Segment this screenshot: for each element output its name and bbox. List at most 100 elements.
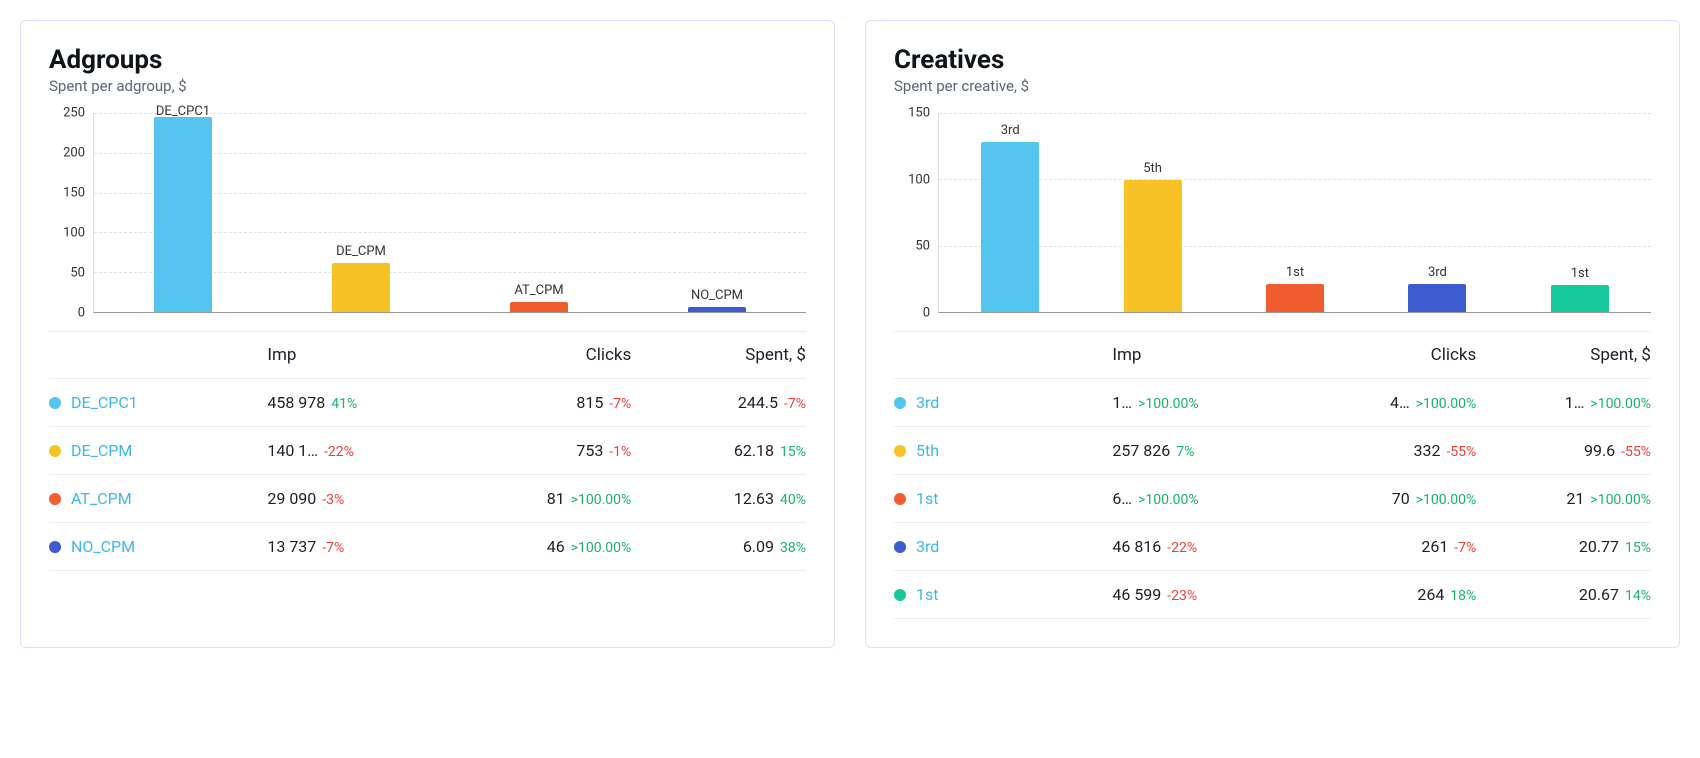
delta-value: >100.00% (1138, 492, 1199, 508)
chart-bar[interactable]: DE_CPM (272, 113, 450, 312)
spent-cell: 12.63 40% (631, 489, 806, 508)
clicks-value: 815 (576, 393, 603, 412)
row-name[interactable]: 5th (916, 441, 939, 460)
table-row[interactable]: 3rd46 816 -22%261 -7%20.77 15% (894, 523, 1651, 571)
clicks-cell: 81 >100.00% (457, 489, 632, 508)
spent-value: 1… (1565, 393, 1585, 412)
color-dot-icon (49, 541, 61, 553)
clicks-cell: 261 -7% (1302, 537, 1477, 556)
bar-rect (688, 307, 746, 312)
row-name[interactable]: NO_CPM (71, 537, 135, 556)
bar-rect (510, 302, 568, 312)
imp-value: 257 826 (1112, 441, 1170, 460)
delta-value: 7% (1176, 444, 1194, 460)
imp-value: 140 1… (267, 441, 318, 460)
delta-value: >100.00% (1416, 396, 1477, 412)
imp-cell: 458 978 41% (267, 393, 456, 412)
bar-rect (1551, 285, 1609, 312)
spent-cell: 20.67 14% (1476, 585, 1651, 604)
chart-bar[interactable]: AT_CPM (450, 113, 628, 312)
row-name[interactable]: 1st (916, 489, 938, 508)
delta-value: >100.00% (1138, 396, 1199, 412)
color-dot-icon (49, 493, 61, 505)
delta-value: 14% (1625, 588, 1651, 604)
y-axis-label: 150 (63, 186, 85, 201)
bar-rect (1266, 284, 1324, 312)
imp-cell: 29 090 -3% (267, 489, 456, 508)
row-name-cell: 3rd (894, 537, 1112, 556)
imp-cell: 46 599 -23% (1112, 585, 1301, 604)
row-name-cell: NO_CPM (49, 537, 267, 556)
chart-bar[interactable]: 1st (1509, 113, 1651, 312)
row-name[interactable]: 3rd (916, 537, 939, 556)
clicks-value: 4… (1390, 393, 1410, 412)
color-dot-icon (49, 445, 61, 457)
table-row[interactable]: AT_CPM 29 090 -3%81 >100.00%12.63 40% (49, 475, 806, 523)
chart-bar[interactable]: 3rd (1366, 113, 1508, 312)
clicks-cell: 815 -7% (457, 393, 632, 412)
creatives-chart: 0501001503rd5th1st3rd1st (894, 113, 1651, 313)
table-row[interactable]: DE_CPM140 1… -22%753 -1%62.18 15% (49, 427, 806, 475)
spent-cell: 6.09 38% (631, 537, 806, 556)
chart-bar[interactable]: DE_CPC1 (94, 113, 272, 312)
imp-cell: 257 826 7% (1112, 441, 1301, 460)
bar-rect (332, 263, 390, 312)
row-name-cell: 3rd (894, 393, 1112, 412)
color-dot-icon (894, 541, 906, 553)
spent-cell: 20.77 15% (1476, 537, 1651, 556)
chart-bar[interactable]: 1st (1224, 113, 1366, 312)
col-header-imp: Imp (1112, 345, 1301, 365)
spent-value: 20.67 (1579, 585, 1619, 604)
col-header-spent: Spent, $ (631, 345, 806, 365)
row-name[interactable]: 1st (916, 585, 938, 604)
y-axis-label: 50 (70, 266, 85, 281)
row-name[interactable]: DE_CPC1 (71, 393, 138, 412)
y-axis-label: 50 (915, 239, 930, 254)
row-name[interactable]: 3rd (916, 393, 939, 412)
color-dot-icon (894, 589, 906, 601)
card-subtitle: Spent per adgroup, $ (49, 77, 806, 95)
delta-value: -3% (322, 492, 344, 508)
chart-bar[interactable]: 5th (1081, 113, 1223, 312)
spent-value: 62.18 (734, 441, 774, 460)
bar-label: 1st (1571, 266, 1589, 281)
row-name[interactable]: AT_CPM (71, 489, 132, 508)
table-row[interactable]: 1st46 599 -23%264 18%20.67 14% (894, 571, 1651, 619)
table-row[interactable]: 5th257 826 7%332 -55%99.6 -55% (894, 427, 1651, 475)
y-axis-label: 0 (78, 306, 85, 321)
chart-bar[interactable]: NO_CPM (628, 113, 806, 312)
table-row[interactable]: 1st6… >100.00%70 >100.00%21 >100.00% (894, 475, 1651, 523)
clicks-cell: 264 18% (1302, 585, 1477, 604)
y-axis-label: 200 (63, 146, 85, 161)
imp-value: 1… (1112, 393, 1132, 412)
table-row[interactable]: 3rd1… >100.00%4… >100.00%1… >100.00% (894, 379, 1651, 427)
delta-value: >100.00% (1590, 492, 1651, 508)
delta-value: 18% (1450, 588, 1476, 604)
bar-label: 1st (1286, 265, 1304, 280)
creatives-table: ImpClicksSpent, $3rd1… >100.00%4… >100.0… (894, 331, 1651, 619)
imp-cell: 140 1… -22% (267, 441, 456, 460)
card-title: Adgroups (49, 45, 806, 75)
clicks-value: 332 (1413, 441, 1440, 460)
delta-value: -7% (322, 540, 344, 556)
table-row[interactable]: NO_CPM13 737 -7%46 >100.00%6.09 38% (49, 523, 806, 571)
adgroups-table: ImpClicksSpent, $DE_CPC1458 978 41%815 -… (49, 331, 806, 571)
clicks-cell: 753 -1% (457, 441, 632, 460)
bar-label: 5th (1143, 161, 1162, 176)
y-axis-label: 100 (63, 226, 85, 241)
imp-value: 458 978 (267, 393, 325, 412)
color-dot-icon (49, 397, 61, 409)
chart-bar[interactable]: 3rd (939, 113, 1081, 312)
delta-value: -22% (1167, 540, 1197, 556)
delta-value: 41% (331, 396, 357, 412)
row-name-cell: 1st (894, 585, 1112, 604)
table-row[interactable]: DE_CPC1458 978 41%815 -7%244.5 -7% (49, 379, 806, 427)
bar-label: DE_CPM (336, 244, 386, 259)
delta-value: >100.00% (571, 492, 632, 508)
clicks-value: 46 (547, 537, 565, 556)
y-axis-label: 0 (923, 306, 930, 321)
delta-value: 38% (780, 540, 806, 556)
imp-cell: 1… >100.00% (1112, 393, 1301, 412)
row-name[interactable]: DE_CPM (71, 441, 132, 460)
table-header-row: ImpClicksSpent, $ (49, 331, 806, 379)
